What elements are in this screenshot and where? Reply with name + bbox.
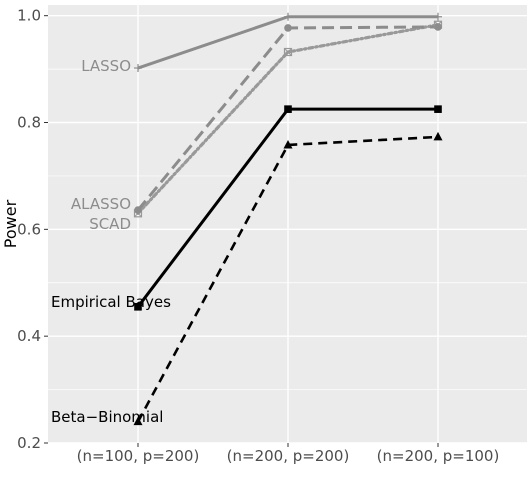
marker-scad [283,47,293,57]
marker-lasso [434,12,442,21]
series-markers [133,12,443,426]
series-label-lasso: LASSO [81,57,131,75]
marker-lasso [284,12,292,21]
y-tick-label: 0.6 [17,220,41,238]
y-tick-label: 1.0 [17,7,41,25]
x-axis: (n=100, p=200) (n=200, p=200) (n=200, p=10… [77,443,500,465]
series-labels: LASSO ALASSO SCAD Empirical Bayes Beta−Binom… [51,57,171,426]
x-tick-label: (n=100, p=200) [77,447,200,465]
marker-scad-box [283,47,293,57]
marker-scad-x2 [284,48,292,56]
y-tick-label: 0.8 [17,114,41,132]
series-label-scad: SCAD [89,215,131,233]
x-tick-label: (n=200, p=100) [377,447,500,465]
marker-alasso [284,24,292,32]
marker-empirical-bayes [134,302,142,311]
series-label-empirical-bayes: Empirical Bayes [51,293,171,311]
y-tick-label: 0.2 [17,434,41,452]
marker-empirical-bayes [434,105,442,113]
series-label-beta-binomial: Beta−Binomial [51,408,163,426]
marker-empirical-bayes [284,105,292,113]
major-gridlines [48,5,527,444]
marker-alasso [134,206,142,214]
y-axis-title: Power [1,199,20,248]
marker-beta-binomial [283,139,293,149]
marker-beta-binomial [433,131,443,141]
y-tick-label: 0.4 [17,327,41,345]
marker-alasso [434,23,442,31]
x-tick-label: (n=200, p=200) [227,447,350,465]
marker-beta-binomial [133,416,143,426]
y-axis: 0.2 0.4 0.6 0.8 1.0 [17,7,48,452]
marker-lasso [134,64,142,73]
series-label-alasso: ALASSO [71,195,131,213]
